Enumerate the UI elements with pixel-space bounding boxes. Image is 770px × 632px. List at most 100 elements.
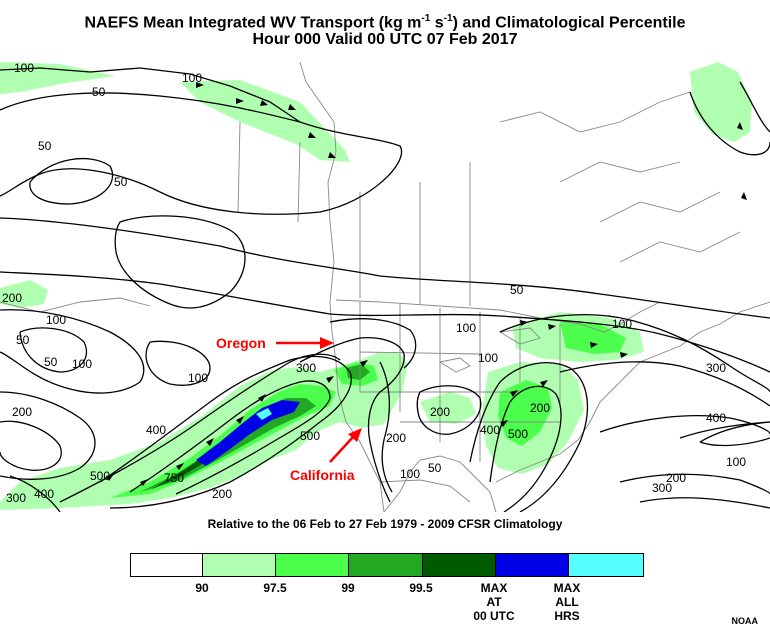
contour-label: 200 — [2, 291, 22, 305]
contour-line — [619, 473, 770, 495]
contour-line — [699, 421, 770, 447]
vector-arrow — [737, 122, 743, 130]
country-border — [379, 479, 471, 503]
contour-label: 300 — [706, 361, 726, 375]
contour-label: 500 — [90, 469, 110, 483]
vector-arrow — [140, 479, 148, 486]
shade-97-5 — [180, 80, 350, 162]
vector-arrow — [196, 82, 204, 88]
lake — [438, 327, 541, 373]
colorbar-segment — [422, 554, 496, 576]
contour-line — [499, 314, 770, 393]
california-arrow — [329, 435, 355, 463]
coastline — [299, 62, 385, 512]
contour-label: 200 — [530, 401, 550, 415]
vector-arrow — [288, 104, 296, 110]
contour-label: 200 — [666, 471, 686, 485]
shade-max-all — [196, 400, 300, 466]
vector-arrow — [510, 390, 518, 397]
vector-arrow — [360, 360, 368, 367]
contour-label: 100 — [188, 371, 208, 385]
vector-arrow — [206, 438, 214, 446]
contour-label: 100 — [456, 321, 476, 335]
oregon-arrow-head — [320, 337, 334, 349]
contour-line — [29, 158, 114, 205]
contour-line — [0, 67, 301, 123]
colorbar-label: 99.5 — [409, 581, 433, 595]
vector-arrow — [590, 342, 598, 348]
contour-label: 200 — [212, 487, 232, 501]
contour-line — [469, 362, 589, 512]
contour-line — [329, 318, 417, 369]
vector-arrow — [106, 474, 114, 481]
noaa-credit: NOAA — [731, 616, 759, 626]
contour-line — [639, 497, 770, 509]
coastline — [0, 297, 151, 313]
oregon-label: Oregon — [216, 335, 266, 351]
contour-label: 50 — [16, 333, 30, 347]
shade-max-all-cyan — [256, 408, 272, 420]
province-lines — [237, 121, 471, 306]
contour-label: 50 — [428, 461, 442, 475]
contour-line — [0, 420, 62, 471]
map-title: NAEFS Mean Integrated WV Transport (kg m… — [84, 13, 686, 32]
contour-label: 300 — [6, 491, 26, 505]
coastline — [499, 91, 741, 263]
contour-label: 100 — [46, 313, 66, 327]
colorbar-segment — [203, 554, 277, 576]
vector-arrow — [620, 352, 628, 358]
contour-label: 300 — [652, 481, 672, 495]
california-label: California — [290, 467, 355, 483]
vector-arrow — [741, 192, 747, 200]
contour-label: 100 — [14, 62, 34, 75]
colorbar-label: 90 — [195, 581, 209, 595]
contour-line — [0, 92, 403, 215]
colorbar-segment — [495, 554, 569, 576]
map-frame — [0, 62, 770, 512]
contour-label: 200 — [12, 405, 32, 419]
contour-label: 50 — [44, 355, 58, 369]
contour-label: 100 — [478, 351, 498, 365]
contour-line — [599, 415, 770, 435]
colorbar-label: MAX ALL HRS — [553, 581, 581, 623]
colorbar-label: 97.5 — [263, 581, 287, 595]
geographic-boundaries — [0, 62, 770, 512]
contour-label: 400 — [146, 423, 166, 437]
california-arrow-head — [348, 428, 362, 442]
vector-arrow — [520, 320, 528, 326]
vector-arrow — [326, 376, 334, 383]
contour-label: 50 — [114, 175, 128, 189]
vector-arrow — [540, 380, 548, 387]
contour-label: 500 — [300, 429, 320, 443]
contour-line — [379, 361, 393, 493]
contour-label: 50 — [510, 283, 524, 297]
contour-line — [19, 327, 88, 373]
contour-line — [145, 340, 211, 386]
contour-label: 200 — [430, 405, 450, 419]
vector-arrow — [328, 152, 336, 158]
contour-line — [416, 385, 482, 435]
contour-label: 400 — [706, 411, 726, 425]
contour-line — [559, 361, 770, 407]
contour-label: 100 — [612, 317, 632, 331]
contour-line — [129, 380, 331, 495]
contour-label: 500 — [508, 427, 528, 441]
vector-arrow — [236, 98, 244, 104]
contour-label: 100 — [182, 71, 202, 85]
contour-label: 100 — [726, 455, 746, 469]
shade-99 — [498, 380, 552, 446]
shade-99 — [560, 322, 626, 354]
vector-arrow — [500, 420, 508, 427]
contour-line — [114, 215, 246, 309]
contour-label: 400 — [34, 487, 54, 501]
contour-line — [489, 385, 562, 512]
vector-arrow — [236, 416, 244, 424]
contour-label: 100 — [400, 467, 420, 481]
ivt-contours — [0, 67, 770, 512]
vector-arrow — [176, 463, 184, 470]
country-border — [335, 299, 661, 333]
annotations: Oregon California — [216, 335, 362, 483]
ivt-map: 100 50 100 50 50 200 100 50 300 100 50 1… — [0, 62, 770, 512]
contour-labels: 100 50 100 50 50 200 100 50 300 100 50 1… — [2, 62, 746, 505]
colorbar-segment — [131, 554, 204, 576]
